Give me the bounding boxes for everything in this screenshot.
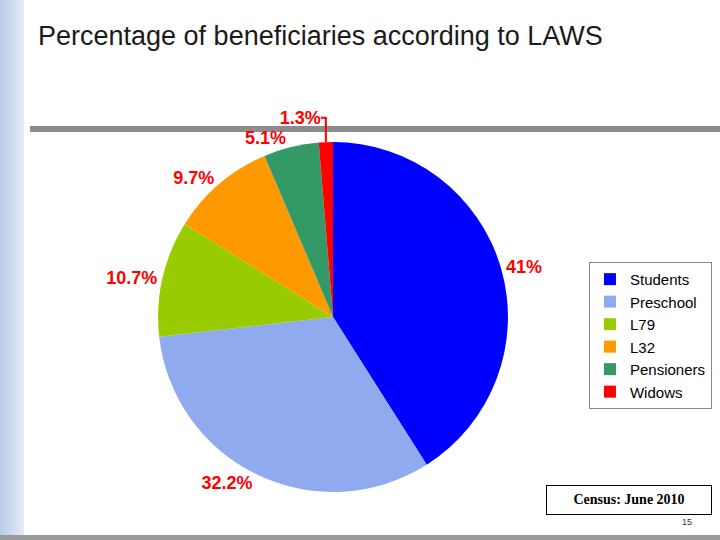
- svg-text:32.2%: 32.2%: [201, 473, 252, 493]
- svg-text:5.1%: 5.1%: [245, 128, 286, 148]
- svg-text:Preschool: Preschool: [630, 294, 697, 311]
- svg-text:9.7%: 9.7%: [173, 168, 214, 188]
- svg-text:Widows: Widows: [630, 384, 683, 401]
- svg-text:1.3%: 1.3%: [280, 108, 321, 128]
- svg-text:L32: L32: [630, 339, 655, 356]
- svg-text:Pensioners: Pensioners: [630, 361, 705, 378]
- svg-text:41%: 41%: [506, 257, 542, 277]
- html-text:Percentage of beneficiaries ac: Percentage of beneficiaries according to…: [38, 21, 603, 51]
- svg-text:L79: L79: [630, 316, 655, 333]
- svg-text:Students: Students: [630, 271, 689, 288]
- html-text:Census: June 2010: Census: June 2010: [573, 492, 685, 507]
- svg-text:10.7%: 10.7%: [106, 268, 157, 288]
- html-text:15: 15: [682, 517, 692, 527]
